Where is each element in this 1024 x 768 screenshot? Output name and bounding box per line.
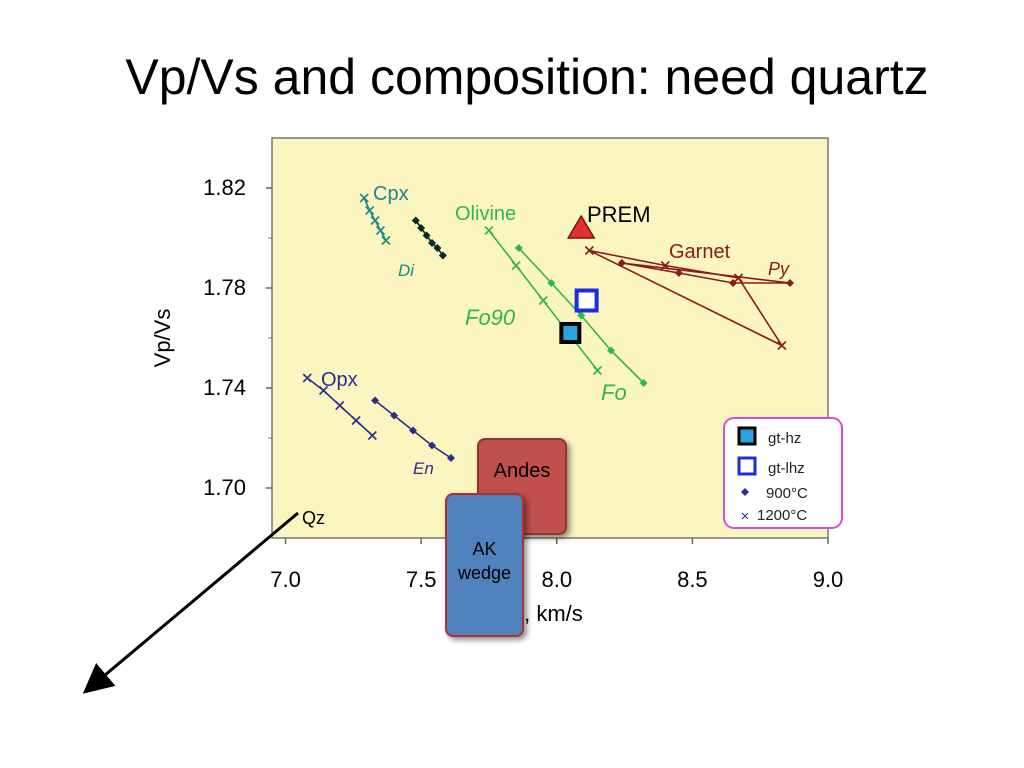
x-tick-label: 8.5 xyxy=(677,567,708,592)
x-point xyxy=(592,365,603,376)
series-cpx xyxy=(359,193,391,246)
diamond-point xyxy=(639,379,648,387)
legend: gt-hz gt-lhz 900°C × 1200°C xyxy=(723,417,843,529)
legend-gtlhz-marker xyxy=(737,456,757,476)
diamond-point xyxy=(417,224,426,232)
diamond-point xyxy=(433,244,442,252)
legend-gtlhz-label: gt-lhz xyxy=(768,460,805,477)
diamond-point xyxy=(422,231,431,240)
legend-gthz-label: gt-hz xyxy=(768,430,801,447)
x-point xyxy=(302,373,312,383)
x-point xyxy=(381,235,391,246)
diamond-point xyxy=(428,441,437,450)
series-garnet-1200-c xyxy=(584,245,787,351)
series-di xyxy=(411,216,447,260)
series-opx xyxy=(302,373,377,441)
series-fo xyxy=(514,244,648,387)
diamond-point xyxy=(447,454,456,462)
x-point xyxy=(660,260,670,271)
legend-diamond-marker xyxy=(741,488,749,496)
x-point xyxy=(335,400,345,411)
x-point xyxy=(584,245,594,256)
diamond-point xyxy=(371,396,380,405)
label-fo: Fo xyxy=(601,380,627,405)
x-point xyxy=(367,430,377,441)
label-di: Di xyxy=(398,261,415,280)
y-axis-label: Vp/Vs xyxy=(150,309,175,368)
label-fo90: Fo90 xyxy=(465,305,516,330)
series-layer xyxy=(302,193,795,462)
y-tick-label: 1.78 xyxy=(203,275,246,300)
prem-point xyxy=(566,214,596,239)
diamond-point xyxy=(674,269,683,277)
legend-x-marker: × xyxy=(741,508,750,525)
points-layer xyxy=(559,214,599,344)
quartz-arrow xyxy=(82,511,299,694)
x-point xyxy=(351,415,361,426)
legend-900-label: 900°C xyxy=(766,485,808,502)
x-point xyxy=(777,340,787,351)
label-prem: PREM xyxy=(587,202,651,227)
x-tick-label: 9.0 xyxy=(813,567,844,592)
diamond-point xyxy=(438,251,447,260)
diamond-point xyxy=(607,346,616,355)
diamond-point xyxy=(411,216,420,225)
series-en xyxy=(371,396,456,462)
label-cpx: Cpx xyxy=(373,183,409,205)
y-tick-label: 1.74 xyxy=(203,375,246,400)
diamond-point xyxy=(428,239,437,247)
x-tick-label: 7.5 xyxy=(406,567,437,592)
x-point xyxy=(365,205,375,216)
diamond-point xyxy=(514,244,523,252)
x-point xyxy=(538,295,548,306)
slide-title: Vp/Vs and composition: need quartz xyxy=(125,49,929,105)
series-py xyxy=(617,259,795,287)
legend-gthz-marker xyxy=(737,426,757,446)
label-opx: Opx xyxy=(321,369,358,391)
gt-lhz-point xyxy=(574,288,599,313)
legend-1200-label: 1200°C xyxy=(757,507,807,524)
gt-hz-point xyxy=(559,322,582,344)
label-en: En xyxy=(413,459,434,478)
label-olivine: Olivine xyxy=(455,203,516,225)
label-py: Py xyxy=(768,259,790,279)
ak-label-line1: AK xyxy=(472,539,497,559)
ak-label-line2: wedge xyxy=(457,563,512,583)
x-tick-label: 7.0 xyxy=(270,567,301,592)
label-qz: Qz xyxy=(302,508,325,528)
x-point xyxy=(511,260,521,271)
label-garnet: Garnet xyxy=(669,241,731,263)
diamond-point xyxy=(390,411,399,420)
diamond-point xyxy=(547,279,556,287)
diamond-point xyxy=(786,279,795,287)
x-point xyxy=(484,225,494,236)
x-point xyxy=(359,193,369,203)
x-point xyxy=(318,385,329,396)
ak-wedge-callout: AK wedge xyxy=(445,493,524,637)
andes-label: Andes xyxy=(493,460,551,482)
y-tick-label: 1.82 xyxy=(203,175,246,200)
x-point xyxy=(733,273,744,283)
diamond-point xyxy=(577,311,586,320)
diamond-point xyxy=(409,426,418,435)
x-point xyxy=(370,215,380,226)
y-tick-label: 1.70 xyxy=(203,475,246,500)
axes: 7.0 7.5 8.0 8.5 9.0 1.70 1.74 1.78 1.82 xyxy=(203,175,843,592)
x-point xyxy=(375,225,386,236)
x-tick-label: 8.0 xyxy=(541,567,572,592)
